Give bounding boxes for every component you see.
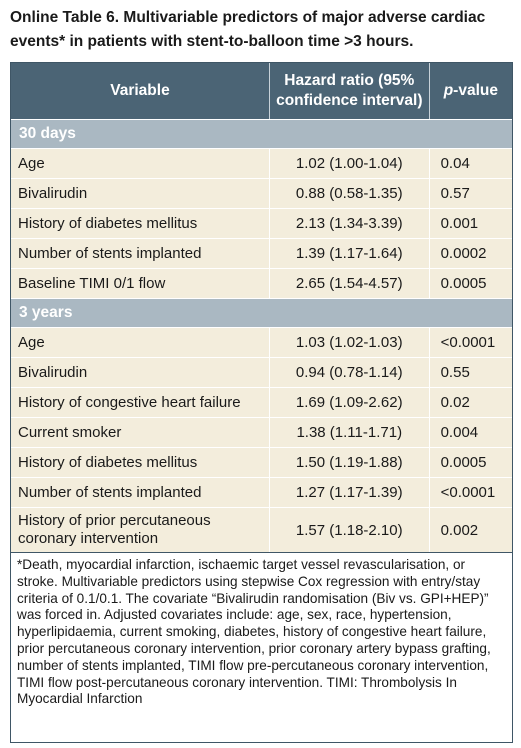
table-footnote: *Death, myocardial infarction, ischaemic… <box>11 552 512 742</box>
cell-p-value: <0.0001 <box>440 334 496 351</box>
cell-p-value: 0.57 <box>440 185 470 202</box>
cell-variable: Age <box>18 154 45 172</box>
section-header: 3 years <box>11 298 512 327</box>
cell-variable: Age <box>18 333 45 351</box>
cell-hazard-ratio: 1.50 (1.19-1.88) <box>268 448 430 477</box>
cell-variable: Number of stents implanted <box>18 244 202 262</box>
table-row: Current smoker 1.38 (1.11-1.71) 0.004 <box>11 417 512 447</box>
table-row: History of prior percutaneous coronary i… <box>11 507 512 552</box>
cell-hazard-ratio: 2.13 (1.34-3.39) <box>268 209 430 238</box>
cell-p-value: 0.0002 <box>440 245 487 262</box>
cell-p-value: 0.0005 <box>440 275 487 292</box>
cell-variable: Number of stents implanted <box>18 483 202 501</box>
cell-p-value: 0.002 <box>440 521 479 539</box>
cell-p-value: 0.55 <box>440 364 470 381</box>
table-row: Age 1.03 (1.02-1.03) <0.0001 <box>11 327 512 357</box>
cell-p-value: 0.0005 <box>440 454 487 471</box>
cell-p-value: 0.004 <box>440 424 479 441</box>
cell-hazard-ratio: 1.39 (1.17-1.64) <box>268 239 430 268</box>
cell-hazard-ratio: 1.02 (1.00-1.04) <box>268 149 430 178</box>
cell-hazard-ratio: 1.38 (1.11-1.71) <box>268 418 430 447</box>
cell-hazard-ratio: 0.94 (0.78-1.14) <box>268 358 430 387</box>
cell-hazard-ratio: 1.57 (1.18-2.10) <box>268 508 430 552</box>
section-header: 30 days <box>11 119 512 148</box>
cell-p-value: 0.02 <box>440 394 470 411</box>
cell-variable: History of prior percutaneous coronary i… <box>18 512 211 547</box>
cell-variable: Bivalirudin <box>18 184 88 202</box>
header-hazard-ratio: Hazard ratio (95% confidence interval) <box>268 63 430 119</box>
cell-variable: History of congestive heart failure <box>18 393 241 411</box>
header-p-value: p-value <box>430 63 512 119</box>
cell-hazard-ratio: 1.69 (1.09-2.62) <box>268 388 430 417</box>
cell-hazard-ratio: 0.88 (0.58-1.35) <box>268 179 430 208</box>
table-row: Number of stents implanted 1.39 (1.17-1.6… <box>11 238 512 268</box>
table-row: History of diabetes mellitus 2.13 (1.34-3… <box>11 208 512 238</box>
table-row: Bivalirudin 0.88 (0.58-1.35) 0.57 <box>11 178 512 208</box>
cell-variable: Baseline TIMI 0/1 flow <box>18 274 166 292</box>
table-caption: Online Table 6. Multivariable predictors… <box>10 9 486 50</box>
cell-variable: Current smoker <box>18 423 122 441</box>
cell-hazard-ratio: 1.27 (1.17-1.39) <box>268 478 430 507</box>
cell-hazard-ratio: 1.03 (1.02-1.03) <box>268 328 430 357</box>
table-row: History of diabetes mellitus 1.50 (1.19-1… <box>11 447 512 477</box>
table-body: 30 days Age 1.02 (1.00-1.04) 0.04 Bivalirudi… <box>11 119 512 552</box>
table-row: History of congestive heart failure 1.69 … <box>11 387 512 417</box>
table-row: Age 1.02 (1.00-1.04) 0.04 <box>11 148 512 178</box>
cell-p-value: 0.04 <box>440 155 470 172</box>
table-row: Number of stents implanted 1.27 (1.17-1.3… <box>11 477 512 507</box>
header-p-italic: p <box>443 82 454 99</box>
cell-variable: History of diabetes mellitus <box>18 214 198 232</box>
cell-variable: History of diabetes mellitus <box>18 453 198 471</box>
header-p-suffix: -value <box>453 82 498 99</box>
header-variable: Variable <box>110 82 170 99</box>
table-row: Bivalirudin 0.94 (0.78-1.14) 0.55 <box>11 357 512 387</box>
table-header: Variable Hazard ratio (95% confidence in… <box>11 63 512 119</box>
cell-p-value: 0.001 <box>440 215 479 232</box>
cell-variable: Bivalirudin <box>18 363 88 381</box>
predictors-table: Variable Hazard ratio (95% confidence in… <box>10 62 513 743</box>
table-row: Baseline TIMI 0/1 flow 2.65 (1.54-4.57) 0.… <box>11 268 512 298</box>
cell-hazard-ratio: 2.65 (1.54-4.57) <box>268 269 430 298</box>
cell-p-value: <0.0001 <box>440 484 496 501</box>
